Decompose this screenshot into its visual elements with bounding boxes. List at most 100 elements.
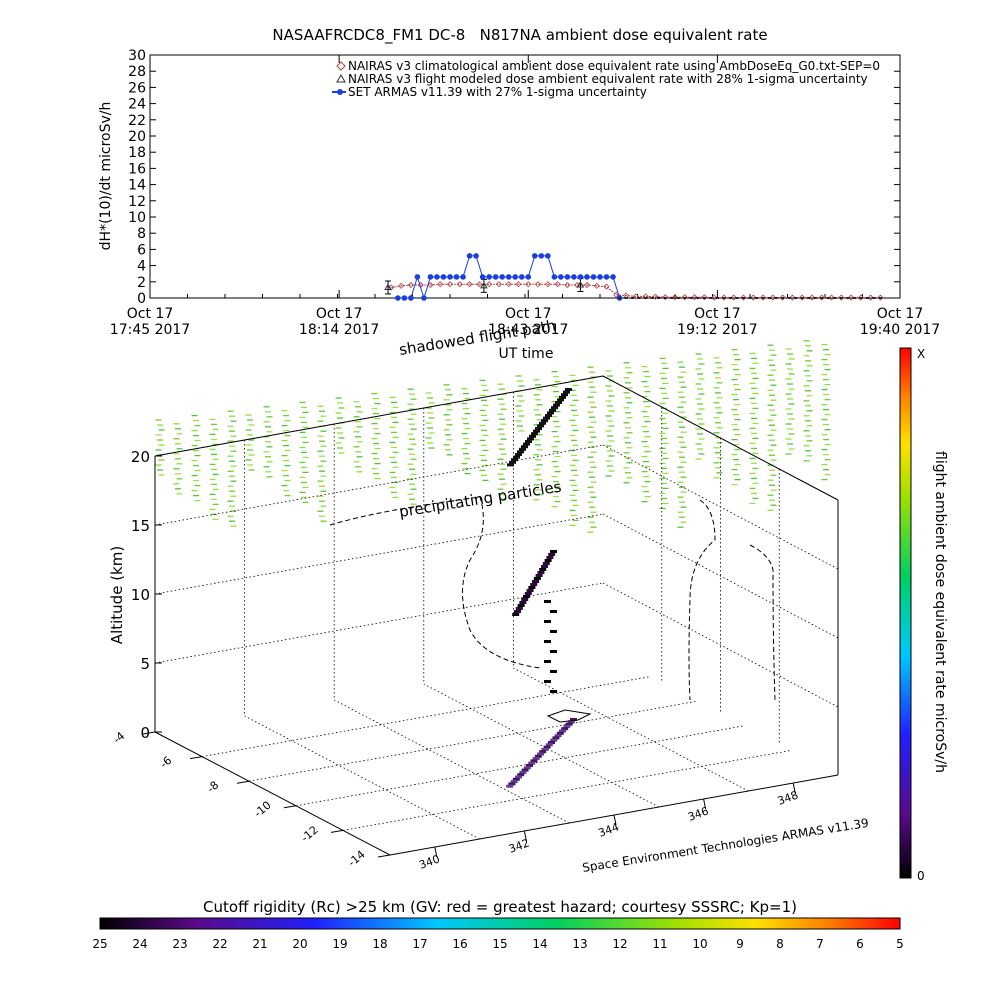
flight-path-point	[565, 388, 572, 391]
series-set-armas-point	[473, 253, 479, 259]
series-nairas-climatological-point	[848, 294, 855, 301]
flight-path-point	[533, 429, 540, 433]
flight-path-point	[561, 393, 568, 397]
flight-path-point	[528, 761, 536, 765]
series-nairas-climatological-point	[437, 281, 444, 288]
series-set-armas-zero-point	[683, 297, 687, 299]
horizontal-colorbar-tick-label: 24	[132, 937, 147, 951]
horizontal-colorbar-tick-label: 7	[816, 937, 824, 951]
grid-floor-line	[244, 715, 480, 840]
series-set-armas-point	[505, 274, 512, 280]
grid-floor-line	[334, 699, 570, 824]
series-set-armas-point	[564, 274, 571, 280]
legend-triangle-marker	[336, 73, 346, 83]
lat-tick-label: -10	[252, 799, 274, 821]
series-nairas-climatological-point	[495, 281, 502, 288]
z-tick-label: 15	[131, 517, 150, 535]
flight-path-point	[539, 750, 547, 754]
flight-path-point	[543, 745, 551, 749]
flight-path-point	[552, 736, 560, 740]
horizontal-colorbar-tick-label: 22	[212, 937, 227, 951]
series-set-armas-zero-point	[794, 297, 798, 299]
series-set-armas-point	[427, 274, 434, 280]
series-set-armas-point	[447, 274, 453, 280]
series-set-armas-point	[538, 253, 545, 259]
series-nairas-climatological-point	[398, 282, 405, 289]
series-set-armas-point	[408, 295, 414, 301]
flight-path-point	[561, 727, 569, 731]
series-nairas-climatological-point	[446, 281, 454, 288]
lat-tick-label: -14	[346, 848, 368, 870]
flight-path-point	[546, 556, 554, 559]
series-set-armas-zero-point	[709, 297, 713, 299]
series-set-armas-zero-point	[735, 297, 739, 299]
series-set-armas-zero-point	[637, 297, 641, 299]
flight-path-point	[551, 406, 558, 410]
series-nairas-climatological-point	[534, 281, 542, 288]
flight-path-point	[550, 630, 557, 633]
flight-path-point	[539, 568, 547, 571]
flight-path-point	[529, 434, 536, 438]
flight-path-point	[515, 607, 523, 610]
series-nairas-flight-point	[384, 283, 392, 290]
series-nairas-climatological-point	[603, 283, 610, 290]
flight-path-point	[523, 442, 530, 446]
flight-path-point	[563, 390, 570, 394]
flight-path-point	[515, 453, 522, 456]
series-nairas-climatological-point	[632, 293, 639, 300]
flight-path-point	[517, 604, 525, 607]
series-set-armas-point	[434, 274, 440, 280]
series-nairas-climatological-point	[711, 294, 718, 301]
legend-label-nairas-flight: NAIRAS v3 flight modeled dose ambient eq…	[348, 72, 868, 86]
series-set-armas-point	[597, 274, 603, 280]
series-set-armas-zero-point	[715, 297, 719, 299]
y-tick-label: 0	[137, 291, 146, 307]
series-set-armas-zero-point	[755, 297, 759, 299]
lat-tick	[236, 780, 250, 784]
flight-path-point	[544, 600, 551, 603]
series-set-armas-zero-point	[702, 297, 706, 299]
series-set-armas-point	[492, 274, 499, 280]
3d-box	[154, 375, 839, 856]
grid-back-wall-horizontal	[154, 582, 604, 664]
series-nairas-climatological-point	[505, 281, 512, 288]
series-set-armas-zero-point	[676, 297, 680, 299]
y-tick-label: 10	[128, 210, 146, 226]
horizontal-colorbar-tick-label: 15	[492, 937, 507, 951]
series-nairas-climatological-line	[391, 283, 881, 299]
lat-tick-label: -12	[299, 823, 321, 845]
series-nairas-climatological-point	[652, 293, 659, 300]
series-set-armas-point	[453, 274, 460, 280]
horizontal-colorbar-tick-label: 10	[692, 937, 707, 951]
horizontal-colorbar-tick-label: 20	[292, 937, 307, 951]
horizontal-colorbar-gradient	[99, 917, 901, 930]
flight-path-point	[517, 450, 524, 454]
series-set-armas-zero-point	[872, 297, 876, 299]
horizontal-colorbar-tick-label: 8	[776, 937, 784, 951]
flight-path-point	[565, 722, 573, 726]
horizontal-colorbar-tick-label: 9	[736, 937, 744, 951]
horizontal-colorbar-title: Cutoff rigidity (Rc) >25 km (GV: red = g…	[203, 898, 797, 916]
x-tick-label-date: Oct 17	[316, 306, 362, 322]
flight-path-point	[537, 424, 544, 428]
grid-floor-line	[295, 725, 745, 807]
horizontal-colorbar-tick-label: 23	[172, 937, 187, 951]
legend-label-nairas-climatological: NAIRAS v3 climatological ambient dose eq…	[348, 59, 880, 73]
horizontal-colorbar-tick-label: 5	[896, 937, 904, 951]
series-nairas-climatological-point	[662, 294, 669, 301]
flight-path-point	[544, 620, 551, 623]
shadow-path-back	[329, 496, 541, 669]
grid-floor-line	[248, 700, 698, 782]
flight-path-point	[541, 419, 548, 423]
x-tick-label-date: Oct 17	[877, 306, 923, 322]
series-set-armas-zero-point	[663, 297, 667, 299]
series-set-armas-zero-point	[781, 297, 785, 299]
series-set-armas-zero-point	[787, 297, 791, 299]
series-nairas-climatological-point	[554, 281, 561, 288]
legend-circle-marker	[337, 89, 343, 95]
series-set-armas-zero-point	[761, 297, 765, 299]
box-floor-front-right	[389, 774, 839, 856]
lon-tick-label: 348	[776, 788, 800, 807]
horizontal-colorbar-tick-label: 21	[252, 937, 267, 951]
